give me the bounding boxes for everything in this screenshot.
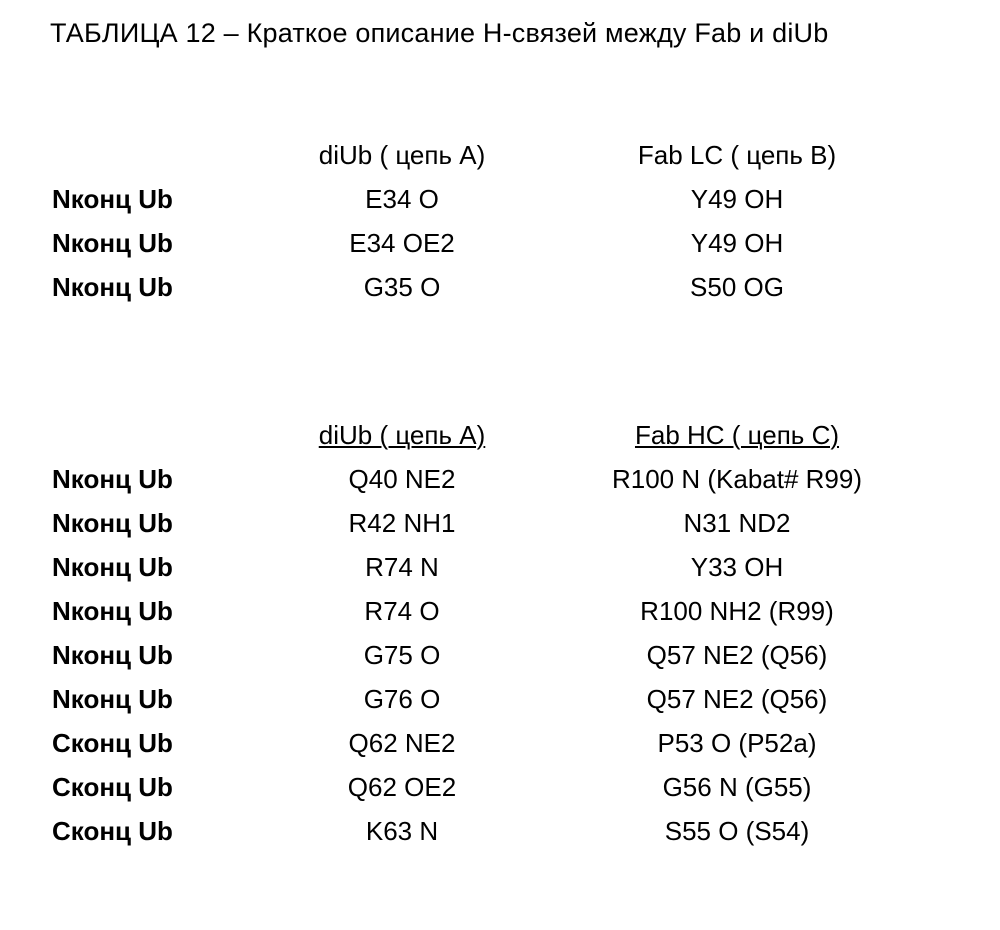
row-label: Nконц Ub (50, 640, 252, 671)
row-col1: G75 O (252, 640, 552, 671)
section-1: diUb ( цепь A) Fab LC ( цепь B) Nконц Ub… (50, 140, 950, 316)
table-row: Cконц Ub Q62 OE2 G56 N (G55) (50, 772, 950, 816)
row-col2: Q57 NE2 (Q56) (552, 640, 922, 671)
table-row: Cконц Ub Q62 NE2 P53 O (P52a) (50, 728, 950, 772)
table-row: Nконц Ub R42 NH1 N31 ND2 (50, 508, 950, 552)
table-row: Nконц Ub R74 N Y33 OH (50, 552, 950, 596)
row-label: Nконц Ub (50, 228, 252, 259)
row-label: Nконц Ub (50, 508, 252, 539)
row-col1: E34 O (252, 184, 552, 215)
underlined-header: diUb ( цепь A) (319, 420, 486, 450)
table-row: Nконц Ub E34 OE2 Y49 OH (50, 228, 950, 272)
section-1-header-col2: Fab LC ( цепь B) (552, 140, 922, 171)
row-label: Nконц Ub (50, 184, 252, 215)
row-col1: K63 N (252, 816, 552, 847)
row-col2: R100 NH2 (R99) (552, 596, 922, 627)
row-col1: Q40 NE2 (252, 464, 552, 495)
table-row: Nконц Ub Q40 NE2 R100 N (Kabat# R99) (50, 464, 950, 508)
row-col1: R74 O (252, 596, 552, 627)
row-label: Nконц Ub (50, 596, 252, 627)
row-col2: S50 OG (552, 272, 922, 303)
row-col2: Y49 OH (552, 184, 922, 215)
section-2-header-col2: Fab HC ( цепь C) (552, 420, 922, 451)
row-label: Cконц Ub (50, 772, 252, 803)
row-label: Cконц Ub (50, 816, 252, 847)
row-col2: P53 O (P52a) (552, 728, 922, 759)
row-col2: Q57 NE2 (Q56) (552, 684, 922, 715)
row-col1: G76 O (252, 684, 552, 715)
row-col2: G56 N (G55) (552, 772, 922, 803)
row-col2: N31 ND2 (552, 508, 922, 539)
section-2-header-col1: diUb ( цепь A) (252, 420, 552, 451)
section-2-header-row: diUb ( цепь A) Fab HC ( цепь C) (50, 420, 950, 464)
row-label: Nконц Ub (50, 684, 252, 715)
underlined-header: Fab HC ( цепь C) (635, 420, 839, 450)
row-col1: Q62 NE2 (252, 728, 552, 759)
row-label: Nконц Ub (50, 464, 252, 495)
table-title: ТАБЛИЦА 12 – Краткое описание H-связей м… (50, 18, 980, 49)
row-col2: S55 O (S54) (552, 816, 922, 847)
row-col1: R42 NH1 (252, 508, 552, 539)
section-2: diUb ( цепь A) Fab HC ( цепь C) Nконц Ub… (50, 420, 950, 860)
row-col2: Y49 OH (552, 228, 922, 259)
row-label: Cконц Ub (50, 728, 252, 759)
table-row: Nконц Ub R74 O R100 NH2 (R99) (50, 596, 950, 640)
table-row: Nконц Ub G35 O S50 OG (50, 272, 950, 316)
table-row: Nконц Ub G76 O Q57 NE2 (Q56) (50, 684, 950, 728)
row-col1: R74 N (252, 552, 552, 583)
row-col1: G35 O (252, 272, 552, 303)
row-label: Nконц Ub (50, 552, 252, 583)
row-col1: Q62 OE2 (252, 772, 552, 803)
row-col2: Y33 OH (552, 552, 922, 583)
row-label: Nконц Ub (50, 272, 252, 303)
table-row: Cконц Ub K63 N S55 O (S54) (50, 816, 950, 860)
row-col2: R100 N (Kabat# R99) (552, 464, 922, 495)
document-page: { "title": "ТАБЛИЦА 12 – Краткое описани… (0, 0, 1000, 930)
table-row: Nконц Ub G75 O Q57 NE2 (Q56) (50, 640, 950, 684)
table-row: Nконц Ub E34 O Y49 OH (50, 184, 950, 228)
section-1-header-row: diUb ( цепь A) Fab LC ( цепь B) (50, 140, 950, 184)
section-1-header-col1: diUb ( цепь A) (252, 140, 552, 171)
row-col1: E34 OE2 (252, 228, 552, 259)
